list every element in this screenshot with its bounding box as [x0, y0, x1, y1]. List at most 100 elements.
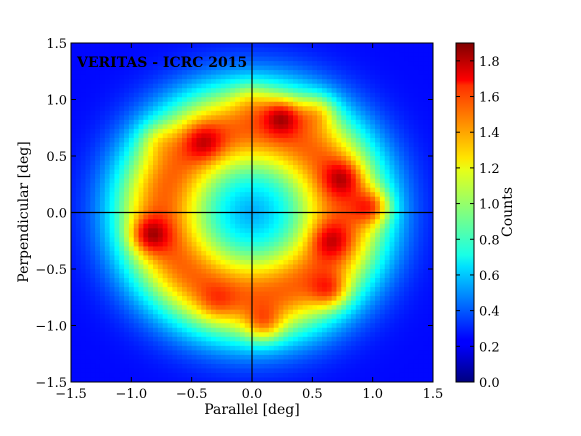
heatmap-cell: [244, 368, 251, 374]
heatmap-cell: [225, 336, 231, 342]
heatmap-cell: [379, 61, 386, 67]
heatmap-cell: [264, 124, 270, 130]
heatmap-cell: [119, 372, 125, 379]
heatmap-cell: [264, 291, 270, 297]
heatmap-cell: [186, 110, 193, 116]
heatmap-cell: [99, 359, 106, 365]
heatmap-cell: [235, 169, 241, 175]
heatmap-cell: [124, 47, 130, 53]
heatmap-cell: [196, 350, 202, 356]
heatmap-cell: [85, 124, 91, 130]
heatmap-cell: [162, 142, 169, 148]
heatmap-cell: [109, 246, 116, 252]
heatmap-cell: [360, 79, 367, 85]
heatmap-cell: [317, 332, 323, 338]
heatmap-cell: [346, 146, 352, 153]
heatmap-cell: [331, 142, 338, 148]
heatmap-cell: [90, 70, 96, 76]
heatmap-cell: [355, 101, 362, 107]
heatmap-cell: [182, 133, 188, 139]
heatmap-cell: [143, 47, 149, 53]
heatmap-cell: [143, 70, 149, 76]
heatmap-cell: [259, 368, 265, 374]
heatmap-cell: [71, 52, 77, 58]
heatmap-cell: [384, 223, 391, 229]
heatmap-cell: [355, 47, 362, 53]
heatmap-cell: [90, 309, 96, 315]
heatmap-cell: [196, 196, 202, 202]
heatmap-cell: [133, 237, 140, 243]
heatmap-cell: [177, 223, 183, 229]
heatmap-cell: [375, 372, 381, 379]
heatmap-cell: [278, 264, 284, 270]
heatmap-cell: [355, 201, 362, 207]
heatmap-cell: [312, 354, 318, 360]
heatmap-cell: [346, 192, 352, 198]
heatmap-cell: [384, 110, 391, 116]
heatmap-cell: [109, 52, 116, 58]
heatmap-cell: [75, 345, 82, 351]
heatmap-cell: [370, 228, 376, 234]
heatmap-cell: [321, 79, 328, 85]
heatmap-cell: [148, 323, 154, 329]
heatmap-cell: [143, 359, 149, 365]
heatmap-cell: [114, 146, 120, 153]
heatmap-cell: [215, 219, 222, 225]
heatmap-cell: [225, 88, 231, 94]
heatmap-cell: [297, 363, 304, 370]
heatmap-cell: [278, 47, 284, 53]
heatmap-cell: [153, 223, 159, 229]
heatmap-cell: [278, 52, 284, 58]
heatmap-cell: [99, 241, 106, 247]
heatmap-cell: [191, 264, 198, 270]
heatmap-cell: [307, 187, 313, 193]
heatmap-cell: [293, 327, 299, 333]
heatmap-cell: [293, 169, 299, 175]
heatmap-cell: [95, 273, 101, 279]
heatmap-cell: [312, 259, 318, 266]
heatmap-cell: [331, 246, 338, 252]
heatmap-cell: [210, 70, 217, 76]
heatmap-cell: [153, 241, 159, 247]
heatmap-cell: [302, 314, 309, 320]
heatmap-cell: [379, 269, 386, 275]
heatmap-cell: [360, 327, 367, 333]
heatmap-cell: [346, 345, 352, 351]
heatmap-cell: [254, 156, 260, 162]
heatmap-cell: [283, 354, 289, 360]
heatmap-cell: [312, 341, 318, 347]
heatmap-cell: [341, 196, 347, 202]
heatmap-cell: [312, 47, 318, 53]
heatmap-cell: [235, 47, 241, 53]
heatmap-cell: [80, 327, 87, 333]
heatmap-cell: [80, 282, 87, 288]
heatmap-cell: [331, 137, 338, 144]
heatmap-cell: [99, 296, 106, 302]
heatmap-cell: [346, 350, 352, 356]
heatmap-cell: [206, 110, 212, 116]
heatmap-cell: [307, 354, 313, 360]
heatmap-cell: [186, 133, 193, 139]
heatmap-cell: [225, 205, 231, 211]
heatmap-cell: [71, 372, 77, 379]
heatmap-cell: [293, 61, 299, 67]
heatmap-cell: [389, 156, 395, 162]
heatmap-cell: [389, 43, 395, 49]
heatmap-cell: [138, 106, 144, 112]
heatmap-cell: [75, 187, 82, 193]
heatmap-cell: [288, 341, 294, 347]
heatmap-cell: [201, 142, 207, 148]
heatmap-cell: [346, 246, 352, 252]
heatmap-cell: [148, 205, 154, 211]
heatmap-cell: [143, 101, 149, 107]
heatmap-cell: [114, 323, 120, 329]
heatmap-cell: [138, 151, 144, 157]
heatmap-cell: [75, 124, 82, 130]
heatmap-cell: [182, 300, 188, 306]
heatmap-cell: [317, 165, 323, 171]
heatmap-cell: [317, 201, 323, 207]
heatmap-cell: [196, 241, 202, 247]
heatmap-cell: [206, 70, 212, 76]
heatmap-cell: [133, 327, 140, 333]
heatmap-cell: [336, 70, 342, 76]
